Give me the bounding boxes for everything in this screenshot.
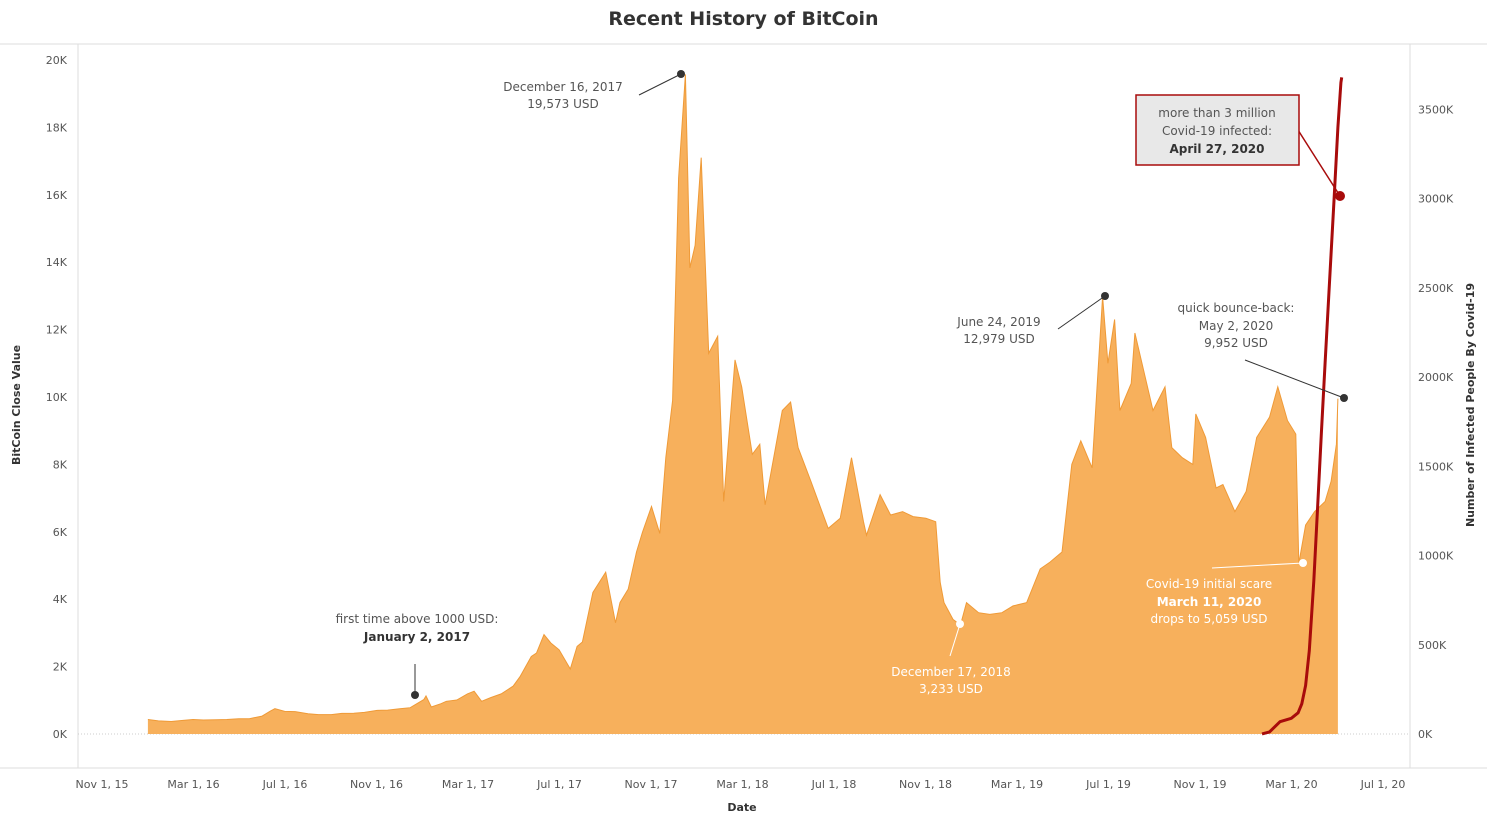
x-tick-label: Jul 1, 17 [536, 778, 582, 791]
annotation-value: 12,979 USD [963, 332, 1034, 346]
y-tick-label: 12K [46, 324, 68, 337]
annotation-dot [1335, 191, 1345, 201]
annotation-leader [1211, 562, 1304, 569]
y2-tick-label: 2000K [1418, 371, 1454, 384]
annotation-value: 9,952 USD [1204, 336, 1268, 350]
y-tick-label: 14K [46, 256, 68, 269]
annotation-dot [1340, 394, 1348, 402]
annotation-lead: Covid-19 initial scare [1146, 577, 1272, 591]
annotation-dot [411, 691, 419, 699]
x-tick-label: Mar 1, 17 [442, 778, 494, 791]
annotation-first-1000: first time above 1000 USD: January 2, 20… [336, 612, 499, 699]
annotation-dot [1299, 559, 1307, 567]
x-tick-label: Mar 1, 19 [991, 778, 1043, 791]
annotation-low-2018: December 17, 2018 3,233 USD [891, 620, 1011, 696]
covid-infected-line [1261, 77, 1344, 736]
bitcoin-area [147, 74, 1338, 734]
y-tick-label: 4K [53, 593, 68, 606]
annotation-value: 19,573 USD [527, 97, 598, 111]
annotation-dot [956, 620, 964, 628]
annotation-line-1: more than 3 million [1158, 106, 1275, 120]
x-axis-title: Date [727, 801, 756, 814]
x-tick-label: Nov 1, 19 [1174, 778, 1227, 791]
x-tick-label: Jul 1, 18 [811, 778, 857, 791]
annotation-lead: first time above 1000 USD: [336, 612, 499, 626]
annotation-date: June 24, 2019 [956, 315, 1040, 329]
x-tick-label: Nov 1, 16 [350, 778, 403, 791]
y2-tick-label: 500K [1418, 639, 1447, 652]
annotation-peak-2017: December 16, 2017 19,573 USD [503, 70, 685, 111]
annotation-dot [677, 70, 685, 78]
annotation-leader [1057, 295, 1106, 330]
annotation-value: 3,233 USD [919, 682, 983, 696]
chart-title: Recent History of BitCoin [608, 8, 879, 30]
annotation-date: December 17, 2018 [891, 665, 1010, 679]
y-tick-label: 10K [46, 391, 68, 404]
annotation-date: April 27, 2020 [1169, 142, 1264, 156]
annotation-date: March 11, 2020 [1157, 595, 1262, 609]
x-tick-label: Nov 1, 17 [625, 778, 678, 791]
x-tick-label: Nov 1, 15 [76, 778, 129, 791]
annotation-box [1135, 94, 1300, 166]
y2-tick-label: 3000K [1418, 193, 1454, 206]
x-tick-label: Mar 1, 16 [167, 778, 219, 791]
x-tick-label: Jul 1, 20 [1360, 778, 1406, 791]
y-tick-label: 2K [53, 661, 68, 674]
annotation-value: drops to 5,059 USD [1151, 612, 1268, 626]
annotation-leader [1244, 359, 1345, 399]
annotation-lead: quick bounce-back: [1178, 301, 1295, 315]
annotation-date: January 2, 2017 [363, 630, 470, 644]
y2-tick-label: 0K [1418, 728, 1433, 741]
y2-tick-label: 1000K [1418, 550, 1454, 563]
y-tick-label: 6K [53, 526, 68, 539]
x-tick-label: Mar 1, 18 [716, 778, 768, 791]
y-tick-label: 16K [46, 189, 68, 202]
annotation-leader [949, 623, 961, 657]
x-tick-label: Jul 1, 16 [262, 778, 308, 791]
y-axis-title: BitCoin Close Value [10, 345, 23, 465]
x-tick-label: Jul 1, 19 [1085, 778, 1131, 791]
annotation-dot [1101, 292, 1109, 300]
y-tick-label: 0K [53, 728, 68, 741]
annotation-leader [638, 73, 682, 96]
annotation-covid-3-million: more than 3 million Covid-19 infected: A… [1135, 94, 1345, 201]
annotation-covid-scare: Covid-19 initial scare March 11, 2020 dr… [1146, 559, 1307, 626]
bitcoin-line [147, 74, 1339, 723]
annotation-bounce-back: quick bounce-back: May 2, 2020 9,952 USD [1178, 301, 1348, 402]
annotation-leader [1297, 129, 1341, 197]
annotation-date: December 16, 2017 [503, 80, 622, 94]
y-tick-label: 8K [53, 458, 68, 471]
y2-tick-label: 1500K [1418, 460, 1454, 473]
x-tick-label: Nov 1, 18 [899, 778, 952, 791]
y2-axis-title: Number of Infected People By Covid-19 [1464, 283, 1477, 527]
annotation-peak-2019: June 24, 2019 12,979 USD [956, 292, 1109, 346]
y2-tick-label: 3500K [1418, 104, 1454, 117]
annotation-line-2: Covid-19 infected: [1162, 124, 1272, 138]
y-tick-label: 20K [46, 54, 68, 67]
y-tick-label: 18K [46, 121, 68, 134]
x-tick-label: Mar 1, 20 [1265, 778, 1317, 791]
y2-tick-label: 2500K [1418, 282, 1454, 295]
annotation-date: May 2, 2020 [1199, 319, 1273, 333]
